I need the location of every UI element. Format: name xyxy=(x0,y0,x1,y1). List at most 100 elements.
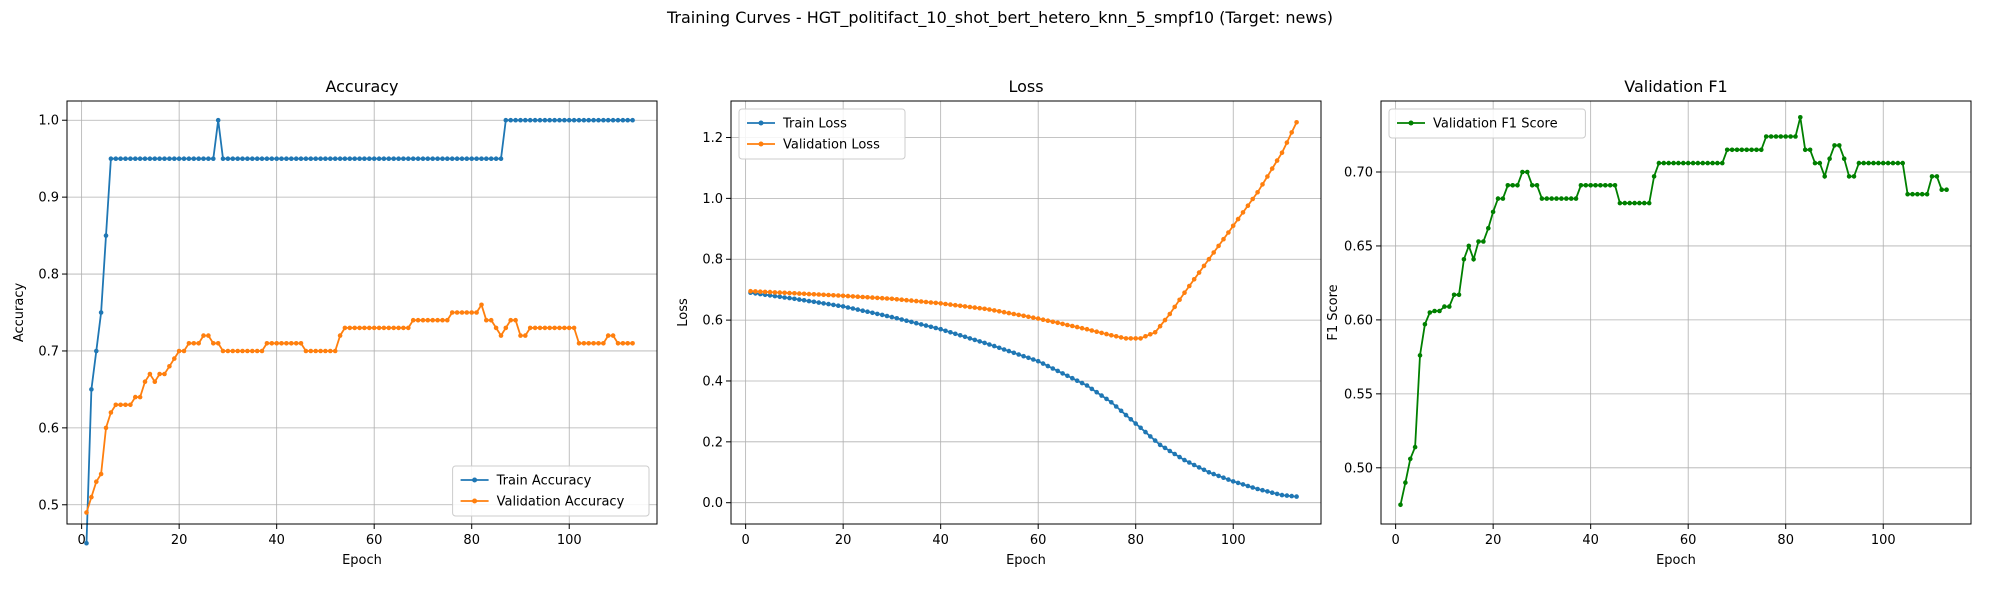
data-point xyxy=(357,325,362,331)
data-point xyxy=(1783,134,1788,139)
data-point xyxy=(1128,417,1134,422)
data-point xyxy=(440,156,445,161)
series-validation-f1-score xyxy=(1398,115,1949,508)
data-point xyxy=(1656,160,1662,166)
data-point xyxy=(279,341,284,346)
data-point xyxy=(772,290,778,295)
data-point xyxy=(469,310,475,315)
data-point xyxy=(425,317,431,323)
data-point xyxy=(245,156,250,161)
data-point xyxy=(323,156,328,161)
data-point xyxy=(1152,438,1158,443)
data-point xyxy=(420,317,426,323)
data-point xyxy=(284,156,289,161)
data-point xyxy=(469,156,475,161)
data-point xyxy=(371,325,377,331)
data-point xyxy=(147,371,153,377)
data-point xyxy=(1471,257,1476,262)
data-point xyxy=(972,305,978,310)
x-tick-label: 60 xyxy=(1680,533,1697,548)
series-validation-accuracy xyxy=(84,302,635,515)
data-point xyxy=(762,289,768,295)
data-point xyxy=(1466,243,1472,249)
data-point xyxy=(748,288,753,294)
data-point xyxy=(167,156,172,161)
data-point xyxy=(1040,317,1046,323)
data-point xyxy=(1211,250,1216,255)
y-tick-label: 0.0 xyxy=(702,496,723,511)
data-point xyxy=(938,326,943,332)
data-point xyxy=(1201,263,1207,269)
data-point xyxy=(1221,236,1226,242)
x-tick-label: 40 xyxy=(1582,533,1599,548)
data-point xyxy=(1715,160,1720,166)
data-point xyxy=(211,341,216,346)
data-point xyxy=(425,156,431,161)
data-point xyxy=(767,289,773,295)
data-point xyxy=(566,117,572,123)
data-point xyxy=(1255,486,1260,492)
data-point xyxy=(1089,386,1095,392)
data-point xyxy=(821,301,826,306)
data-point xyxy=(777,294,783,300)
data-point xyxy=(328,156,333,161)
data-point xyxy=(1612,183,1618,188)
data-point xyxy=(1006,348,1012,354)
data-point xyxy=(133,156,138,161)
data-point xyxy=(1807,147,1813,153)
data-point xyxy=(488,156,494,161)
data-point xyxy=(362,325,367,331)
data-point xyxy=(1216,473,1221,479)
data-point xyxy=(831,302,836,308)
data-point xyxy=(1705,160,1710,166)
data-point xyxy=(220,348,226,354)
data-point xyxy=(259,348,265,354)
data-point xyxy=(449,310,455,315)
data-point xyxy=(1191,462,1197,468)
data-point xyxy=(176,348,182,354)
y-tick-label: 0.6 xyxy=(702,314,723,329)
legend-marker xyxy=(1408,120,1414,126)
data-point xyxy=(933,300,939,306)
data-point xyxy=(357,156,362,161)
data-point xyxy=(342,156,348,161)
data-point xyxy=(782,295,787,300)
data-point xyxy=(337,156,343,161)
data-point xyxy=(1250,485,1255,490)
data-point xyxy=(1035,316,1041,321)
data-point xyxy=(1172,451,1177,457)
x-tick-label: 20 xyxy=(835,533,852,548)
y-tick-label: 0.9 xyxy=(38,191,59,206)
data-point xyxy=(1876,160,1881,166)
y-tick-label: 0.5 xyxy=(38,498,59,513)
data-point xyxy=(1021,313,1026,319)
data-point xyxy=(347,325,353,331)
data-point xyxy=(1196,465,1202,470)
data-point xyxy=(1573,196,1579,201)
data-point xyxy=(1768,134,1774,139)
data-point xyxy=(113,402,119,408)
data-point xyxy=(542,325,548,331)
data-point xyxy=(406,156,411,161)
data-point xyxy=(342,325,348,331)
data-point xyxy=(1255,190,1260,195)
data-point xyxy=(1026,314,1031,320)
data-point xyxy=(1113,404,1119,409)
data-point xyxy=(1885,160,1891,166)
legend-box xyxy=(738,108,906,160)
data-point xyxy=(1294,494,1299,499)
data-point xyxy=(1583,183,1589,188)
data-point xyxy=(836,293,841,298)
data-point xyxy=(523,117,528,123)
data-point xyxy=(484,317,489,323)
x-axis-label: Epoch xyxy=(1006,553,1046,568)
data-point xyxy=(518,333,523,338)
data-point xyxy=(259,156,265,161)
data-point xyxy=(1500,196,1506,201)
data-point xyxy=(137,156,143,161)
data-point xyxy=(596,117,601,123)
legend: Train Accuracy Validation Accuracy xyxy=(452,465,650,517)
data-point xyxy=(1157,323,1163,329)
data-point xyxy=(123,402,128,408)
x-axis-label: Epoch xyxy=(342,553,382,568)
